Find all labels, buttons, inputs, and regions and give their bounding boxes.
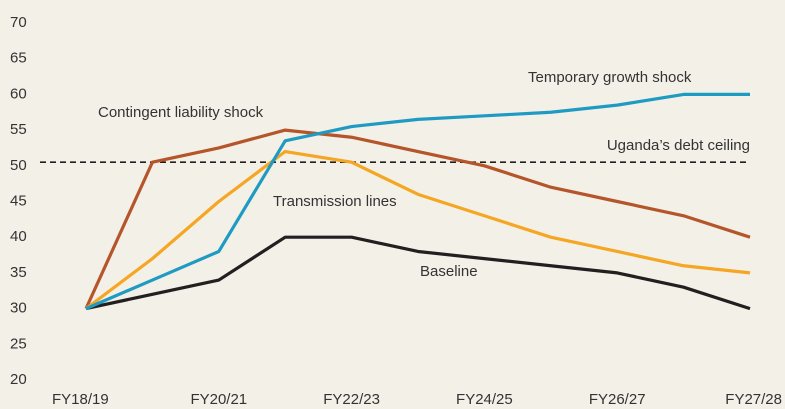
y-tick-label: 40: [10, 228, 27, 245]
x-tick-label: FY22/23: [323, 391, 380, 408]
x-tick-label: FY20/21: [190, 391, 247, 408]
y-tick-label: 50: [10, 157, 27, 174]
series-label: Baseline: [420, 263, 478, 280]
series-label: Temporary growth shock: [528, 69, 692, 86]
debt-ceiling-label: Uganda’s debt ceiling: [607, 137, 750, 154]
series-label: Contingent liability shock: [98, 104, 264, 121]
series-label: Transmission lines: [273, 193, 397, 210]
x-tick-label: FY18/19: [52, 391, 109, 408]
y-tick-label: 30: [10, 300, 27, 317]
x-tick-label: FY27/28: [725, 391, 782, 408]
x-tick-label: FY26/27: [589, 391, 646, 408]
y-tick-label: 60: [10, 85, 27, 102]
y-tick-label: 35: [10, 264, 27, 281]
y-tick-label: 20: [10, 371, 27, 388]
y-tick-label: 45: [10, 192, 27, 209]
series-line: [85, 149, 751, 310]
y-tick-label: 65: [10, 50, 27, 67]
y-tick-label: 55: [10, 121, 27, 138]
x-tick-label: FY24/25: [456, 391, 513, 408]
series-line: [85, 235, 751, 311]
y-tick-label: 25: [10, 335, 27, 352]
series-line: [85, 92, 750, 311]
series-line: [84, 128, 751, 310]
y-tick-label: 70: [10, 14, 27, 31]
